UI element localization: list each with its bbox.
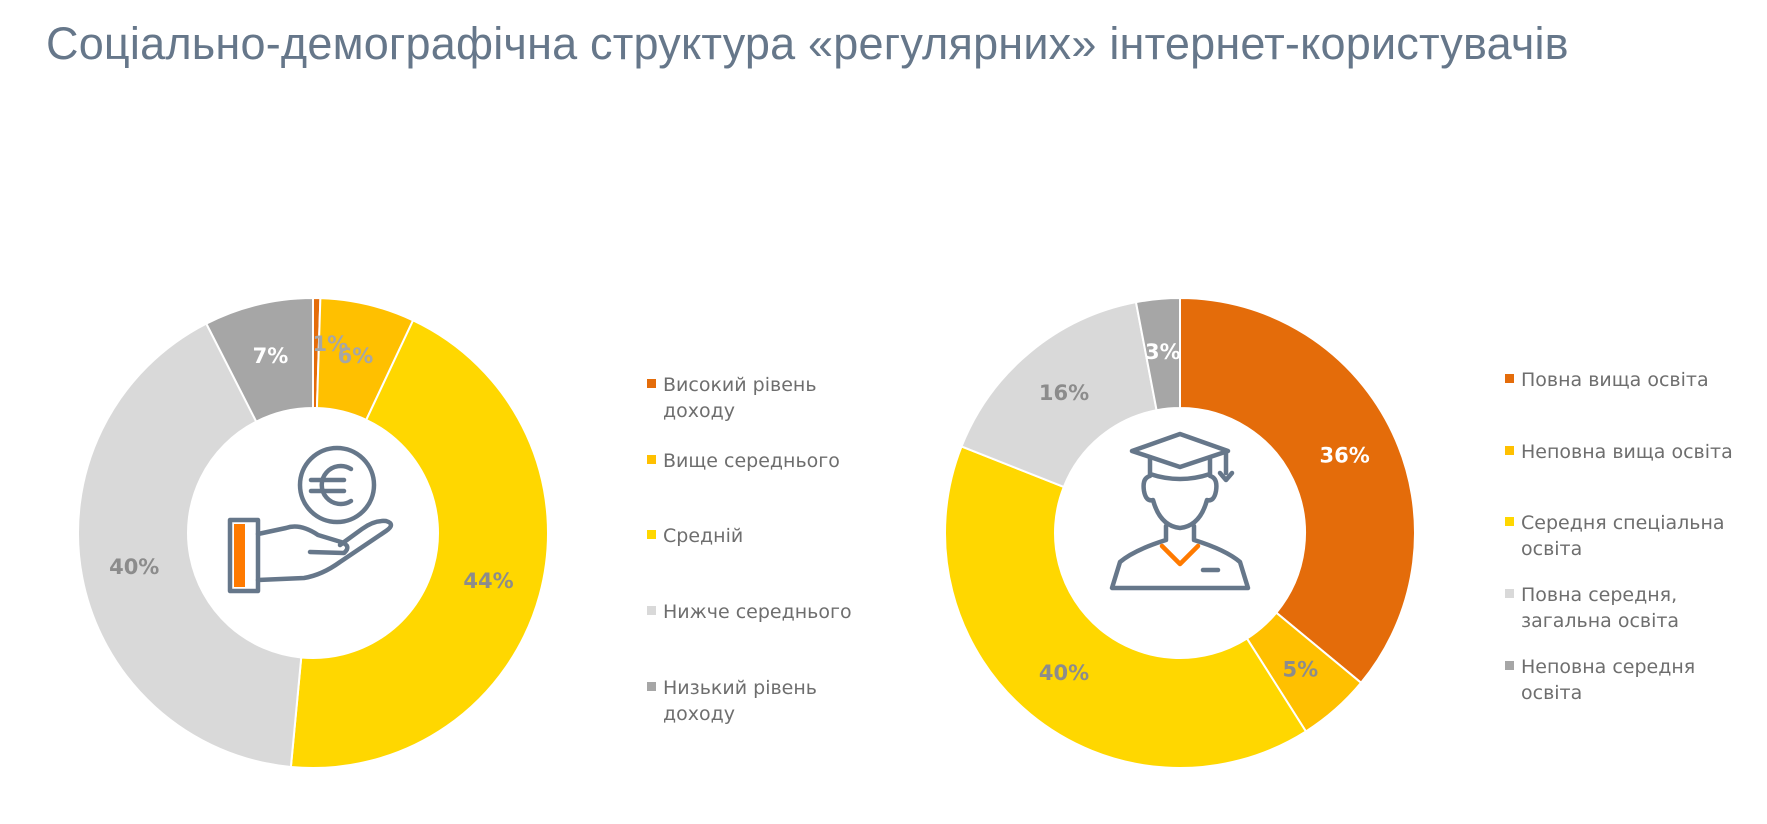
legend-label: Неповна вища освіта <box>1521 441 1733 463</box>
legend-swatch <box>647 606 656 615</box>
legend-swatch <box>1505 446 1514 455</box>
legend-label: Середня спеціальна освіта <box>1521 512 1725 560</box>
hand-with-euro-coin-icon <box>227 445 394 594</box>
legend-label: Вище середнього <box>663 450 840 472</box>
slice-label: 1% <box>313 332 349 356</box>
slice-label: 44% <box>463 569 513 593</box>
education-donut-labels: 36% 5% 40% 16% 3% <box>1039 340 1370 685</box>
legend-label: Неповна середня освіта <box>1521 656 1696 704</box>
slice-label: 7% <box>253 344 289 368</box>
donut-slice <box>960 300 1158 489</box>
slice-label: 5% <box>1283 658 1319 682</box>
donut-slice <box>77 322 303 769</box>
page-title: Соціально-демографічна структура «регуля… <box>46 18 1569 69</box>
income-donut-chart <box>77 296 549 769</box>
legend-swatch <box>1505 661 1514 670</box>
legend-label: Повна вища освіта <box>1521 369 1709 391</box>
legend-swatch <box>647 682 656 691</box>
donut-slice <box>204 296 314 423</box>
legend-swatch <box>1505 589 1514 598</box>
slice-label: 6% <box>338 344 374 368</box>
slice-label: 36% <box>1320 444 1370 468</box>
legend-label: Високий рівень доходу <box>663 374 817 422</box>
donut-slice <box>1134 296 1181 412</box>
slice-label: 40% <box>1039 661 1089 685</box>
donut-slice <box>289 319 549 769</box>
legend-swatch <box>647 379 656 388</box>
legend-swatch <box>1505 517 1514 526</box>
income-donut-labels: 1%6% 44% 40% 7% <box>109 332 514 593</box>
donut-slice <box>944 445 1308 769</box>
legend-label: Повна середня, загальна освіта <box>1521 584 1680 632</box>
legend-label: Средній <box>663 525 744 547</box>
slice-label: 40% <box>109 555 159 579</box>
legend-swatch <box>1505 374 1514 383</box>
legend-swatch <box>647 455 656 464</box>
education-donut-chart <box>944 296 1416 769</box>
graduate-student-icon <box>1109 431 1251 591</box>
legend-swatch <box>647 530 656 539</box>
donut-slice <box>1179 296 1416 685</box>
slice-label: 3% <box>1145 340 1181 364</box>
legend-label: Низький рівень доходу <box>663 677 817 725</box>
slice-label: 16% <box>1039 381 1089 405</box>
legend-label: Нижче середнього <box>663 601 852 623</box>
